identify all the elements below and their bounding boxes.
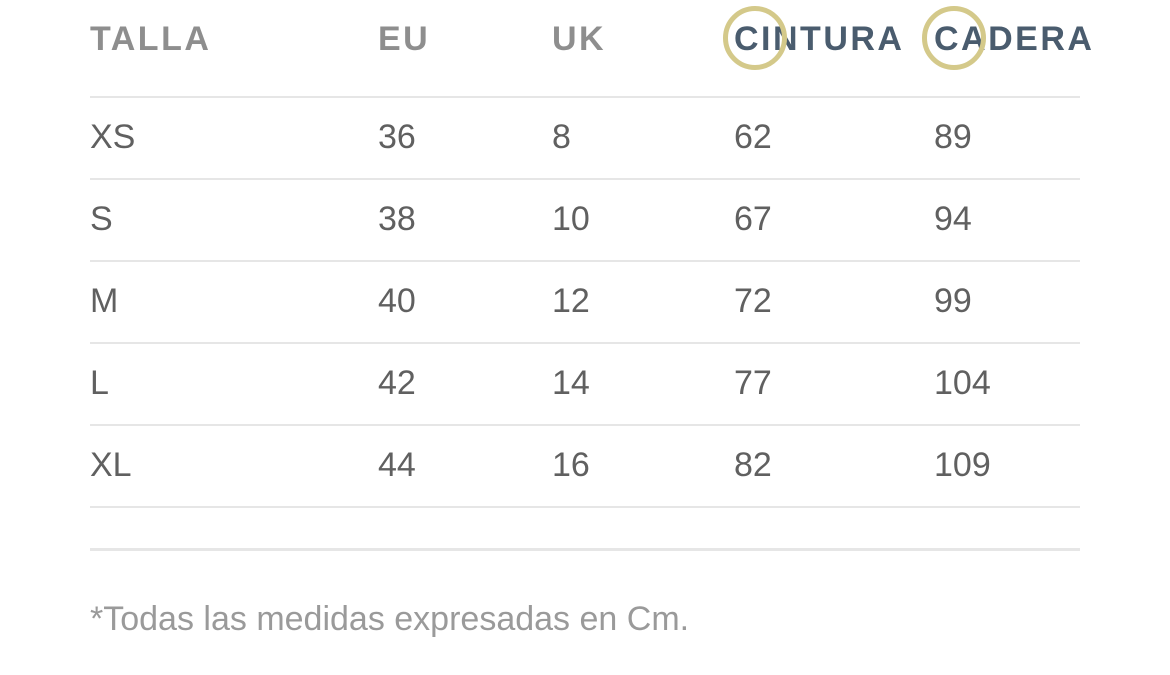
header-talla: TALLA	[90, 20, 212, 58]
table-row: S 38 10 67 94	[90, 180, 1080, 262]
cell-cintura: 77	[734, 364, 772, 402]
cell-eu: 40	[378, 282, 416, 320]
header-cadera: CADERA	[934, 20, 1095, 58]
cell-talla: S	[90, 200, 113, 238]
cell-cintura: 72	[734, 282, 772, 320]
cell-talla: L	[90, 364, 109, 402]
table-row: M 40 12 72 99	[90, 262, 1080, 344]
cell-talla: M	[90, 282, 119, 320]
header-cintura: CINTURA	[734, 20, 905, 58]
table-header-row: TALLA EU UK CINTURA CADERA	[90, 0, 1092, 98]
cell-eu: 44	[378, 446, 416, 484]
cell-eu: 42	[378, 364, 416, 402]
cell-talla: XL	[90, 446, 132, 484]
cell-uk: 12	[552, 282, 590, 320]
table-row: XS 36 8 62 89	[90, 98, 1080, 180]
cell-cintura: 62	[734, 118, 772, 156]
cell-cadera: 104	[934, 364, 991, 402]
cell-cadera: 99	[934, 282, 972, 320]
cell-uk: 8	[552, 118, 571, 156]
cell-cadera: 109	[934, 446, 991, 484]
size-chart-table: TALLA EU UK CINTURA CADERA XS 36 8 62 89…	[90, 0, 1092, 551]
cell-uk: 14	[552, 364, 590, 402]
table-row: L 42 14 77 104	[90, 344, 1080, 426]
cell-eu: 38	[378, 200, 416, 238]
cell-cadera: 94	[934, 200, 972, 238]
cell-cintura: 67	[734, 200, 772, 238]
table-bottom-divider	[90, 508, 1080, 551]
header-uk: UK	[552, 20, 607, 58]
cell-eu: 36	[378, 118, 416, 156]
cell-uk: 16	[552, 446, 590, 484]
cell-talla: XS	[90, 118, 136, 156]
cell-cintura: 82	[734, 446, 772, 484]
measurement-footnote: *Todas las medidas expresadas en Cm.	[90, 600, 690, 638]
header-eu: EU	[378, 20, 431, 58]
cell-cadera: 89	[934, 118, 972, 156]
table-row: XL 44 16 82 109	[90, 426, 1080, 508]
cell-uk: 10	[552, 200, 590, 238]
